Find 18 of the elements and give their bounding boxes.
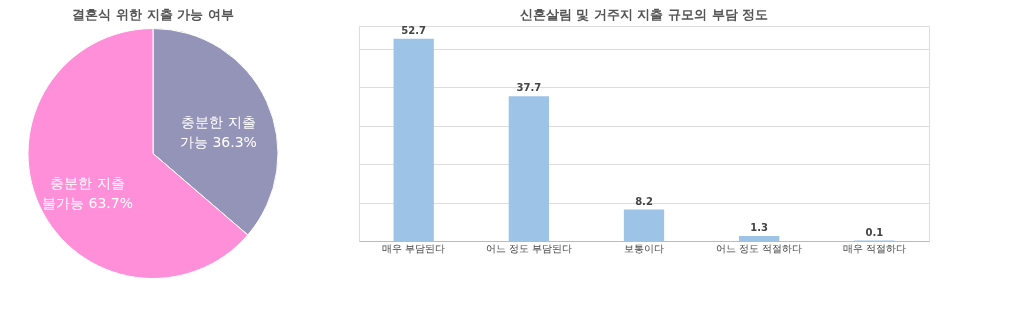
data-label: 37.7 (516, 82, 542, 94)
chart-title: 신혼살림 및 거주지 지출 규모의 부담 정도 (519, 6, 769, 22)
data-label: 0.1 (865, 226, 884, 238)
data-label: 1.3 (750, 222, 769, 234)
x-tick-label: 어느 정도 적절하다 (715, 242, 803, 254)
bar (508, 96, 549, 241)
x-tick-label: 매우 부담된다 (382, 242, 446, 254)
bar (739, 236, 780, 241)
x-tick-label: 보통이다 (624, 242, 664, 254)
chart-title: 결혼식 위한 지출 가능 여부 (72, 7, 234, 22)
data-label: 8.2 (635, 195, 653, 207)
data-label: 52.7 (401, 24, 427, 36)
slice-label: 충분한 지출 가능 36.3% (179, 114, 257, 151)
bar (393, 38, 434, 241)
x-tick-label: 매우 적절하다 (842, 242, 906, 254)
x-tick-label: 어느 정도 부담된다 (485, 242, 573, 254)
bar (623, 209, 665, 241)
slice-label: 충분한 지출 불가능 63.7% (42, 174, 134, 211)
